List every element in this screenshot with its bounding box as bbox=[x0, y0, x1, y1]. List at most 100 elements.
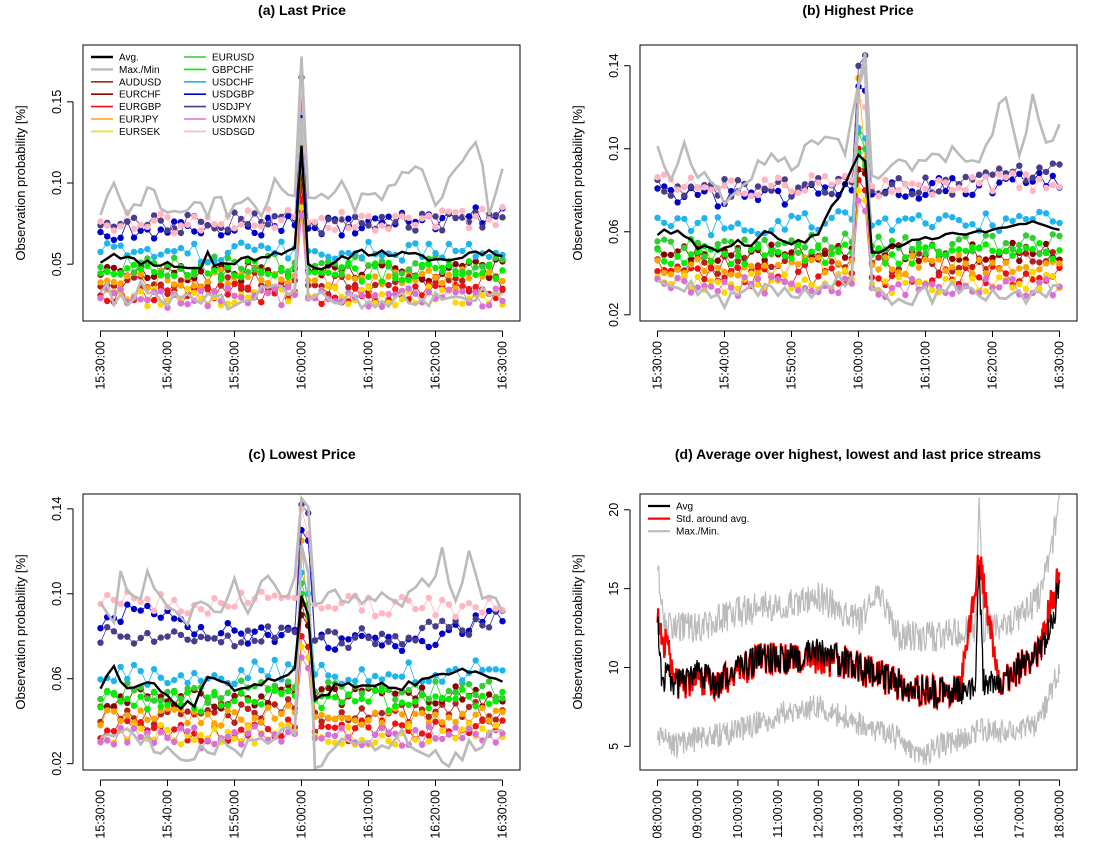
data-point bbox=[392, 301, 399, 309]
data-point bbox=[345, 215, 352, 222]
data-point bbox=[278, 738, 285, 745]
data-point bbox=[432, 224, 439, 231]
data-point bbox=[244, 268, 252, 276]
data-point bbox=[882, 278, 889, 285]
y-axis-label: Observation probability [%] bbox=[13, 554, 28, 709]
data-point bbox=[104, 222, 111, 229]
data-point bbox=[902, 215, 909, 222]
data-point bbox=[318, 704, 325, 712]
data-point bbox=[1009, 239, 1016, 247]
plot-area bbox=[654, 52, 1063, 311]
data-point bbox=[922, 185, 929, 192]
data-point bbox=[157, 721, 164, 729]
legend-label: USDMXN bbox=[212, 115, 255, 126]
data-point bbox=[915, 257, 922, 265]
data-point bbox=[955, 269, 963, 277]
data-point bbox=[278, 710, 285, 717]
data-point bbox=[157, 703, 164, 710]
data-point bbox=[425, 723, 432, 730]
data-point bbox=[479, 692, 486, 700]
data-point bbox=[721, 289, 728, 296]
y-axis-label: Observation probability [%] bbox=[13, 105, 28, 260]
data-point bbox=[741, 236, 748, 243]
data-point bbox=[795, 261, 802, 268]
data-point bbox=[197, 606, 205, 613]
data-point bbox=[472, 253, 479, 260]
data-point bbox=[117, 242, 124, 249]
data-point bbox=[1022, 232, 1030, 239]
data-point bbox=[365, 284, 372, 292]
data-point bbox=[499, 708, 506, 715]
data-point bbox=[405, 266, 412, 273]
data-point bbox=[701, 282, 708, 290]
data-point bbox=[258, 232, 265, 239]
data-point bbox=[97, 294, 104, 302]
data-point bbox=[432, 641, 439, 649]
data-point bbox=[418, 741, 426, 748]
data-point bbox=[707, 232, 715, 239]
data-point bbox=[130, 225, 138, 232]
data-point bbox=[815, 190, 822, 197]
data-point bbox=[405, 634, 412, 641]
x-tick-label: 15:30:00 bbox=[93, 341, 107, 390]
series-gbpchf bbox=[97, 144, 506, 285]
data-point bbox=[171, 676, 178, 684]
data-point bbox=[284, 212, 292, 220]
data-point bbox=[445, 714, 453, 721]
data-point bbox=[969, 275, 976, 282]
data-point bbox=[432, 264, 439, 272]
data-point bbox=[815, 273, 822, 280]
data-point bbox=[157, 697, 164, 704]
data-point bbox=[479, 263, 486, 270]
data-point bbox=[278, 733, 285, 740]
data-point bbox=[701, 253, 708, 260]
data-point bbox=[908, 180, 916, 187]
data-point bbox=[358, 705, 365, 712]
data-point bbox=[935, 251, 943, 258]
data-point bbox=[124, 739, 131, 746]
data-point bbox=[204, 286, 211, 293]
data-point bbox=[485, 624, 493, 631]
data-point bbox=[801, 244, 809, 251]
data-point bbox=[378, 732, 386, 739]
data-point bbox=[808, 172, 815, 179]
data-point bbox=[667, 238, 675, 245]
data-point bbox=[485, 274, 493, 281]
data-point bbox=[929, 242, 936, 249]
data-point bbox=[365, 222, 372, 229]
data-point bbox=[104, 240, 111, 247]
data-point bbox=[1016, 170, 1023, 178]
data-point bbox=[224, 274, 231, 281]
data-point bbox=[351, 230, 359, 237]
data-point bbox=[372, 739, 379, 746]
data-point bbox=[412, 290, 419, 297]
data-point bbox=[452, 683, 459, 690]
data-point bbox=[231, 692, 238, 700]
data-point bbox=[244, 220, 252, 228]
data-point bbox=[164, 304, 171, 311]
data-point bbox=[888, 266, 896, 273]
data-point bbox=[137, 227, 144, 234]
data-point bbox=[835, 248, 842, 255]
data-point bbox=[674, 253, 681, 260]
data-point bbox=[372, 292, 379, 299]
data-point bbox=[774, 174, 782, 181]
data-point bbox=[432, 282, 439, 289]
data-point bbox=[271, 634, 278, 641]
data-point bbox=[157, 614, 164, 621]
data-point bbox=[492, 716, 499, 723]
x-tick-label: 15:30:00 bbox=[93, 790, 107, 839]
data-point bbox=[734, 272, 742, 279]
data-point bbox=[452, 718, 459, 726]
data-point bbox=[244, 627, 252, 634]
data-point bbox=[331, 646, 339, 653]
data-point bbox=[485, 253, 493, 261]
data-point bbox=[808, 281, 815, 289]
data-point bbox=[459, 288, 466, 295]
data-point bbox=[385, 729, 392, 736]
data-point bbox=[989, 254, 996, 262]
data-point bbox=[418, 210, 426, 218]
data-point bbox=[654, 257, 661, 264]
data-point bbox=[284, 696, 292, 703]
data-point bbox=[358, 625, 365, 632]
